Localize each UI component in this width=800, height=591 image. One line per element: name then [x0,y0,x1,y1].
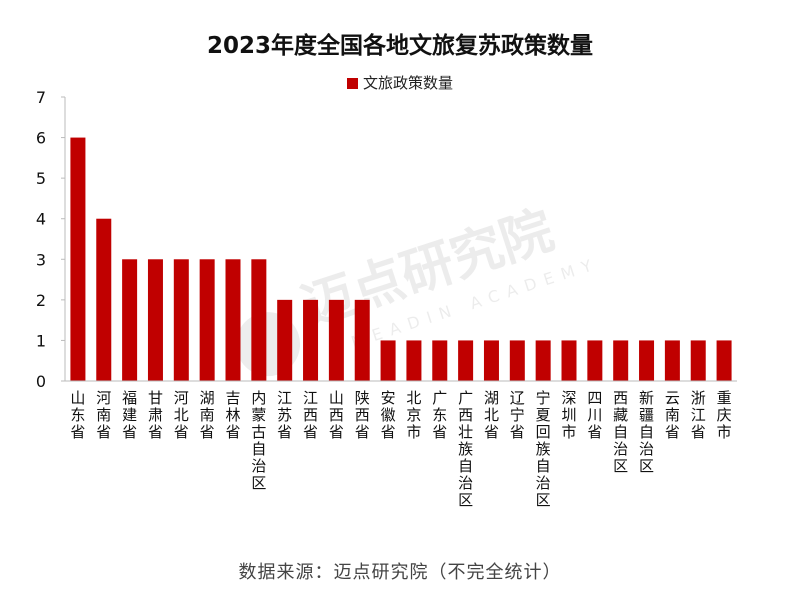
x-tick-label: 福建省 [122,389,137,441]
x-tick-label: 浙江省 [691,389,706,441]
legend-label: 文旅政策数量 [362,74,453,92]
y-tick-label: 3 [36,250,46,269]
bar [509,340,525,381]
bar [96,218,112,381]
y-tick-label: 2 [36,291,46,310]
x-tick-label: 重庆市 [717,389,732,441]
legend-swatch [346,78,358,89]
x-tick-label: 新疆自治区 [639,389,654,475]
bar [587,340,603,381]
bar [664,340,680,381]
bar [277,299,293,381]
source-note: 数据来源：迈点研究院（不完全统计） [238,562,562,583]
bar [639,340,655,381]
y-tick-label: 5 [36,169,46,188]
x-tick-label: 深圳市 [561,389,576,441]
bar [70,137,86,381]
bar [690,340,706,381]
x-tick-label: 广东省 [432,389,447,441]
bar [147,259,163,381]
bar [173,259,189,381]
bar [199,259,215,381]
x-tick-label: 四川省 [587,389,602,441]
x-tick-label: 西藏自治区 [613,389,628,475]
x-tick-label: 湖北省 [484,389,499,441]
bar [432,340,448,381]
x-tick-label: 陕西省 [355,389,370,441]
x-tick-label: 广西壮族自治区 [458,389,473,509]
x-tick-label: 北京市 [406,389,421,441]
bar [406,340,422,381]
bar [716,340,732,381]
x-tick-label: 河北省 [174,389,189,441]
bar [483,340,499,381]
x-tick-label: 湖南省 [200,389,215,441]
bar [225,259,241,381]
bar [354,299,370,381]
x-tick-label: 山西省 [329,389,344,441]
legend: 文旅政策数量 [0,72,800,93]
bar [535,340,551,381]
x-tick-label: 安徽省 [381,389,396,441]
x-tick-label: 山东省 [70,389,85,441]
bar [561,340,577,381]
x-tick-label: 云南省 [665,389,680,441]
bar [380,340,396,381]
bar [251,259,267,381]
y-tick-label: 1 [36,331,46,350]
bar [122,259,138,381]
bar [458,340,474,381]
x-tick-label: 江苏省 [277,389,292,441]
x-tick-label: 甘肃省 [148,389,163,441]
x-tick-label: 江西省 [303,389,318,441]
y-tick-label: 0 [36,372,46,391]
y-tick-label: 4 [36,210,46,229]
x-tick-label: 吉林省 [225,389,240,441]
bar [613,340,629,381]
chart-title: 2023年度全国各地文旅复苏政策数量 [206,33,593,59]
bar [303,299,319,381]
x-tick-label: 河南省 [96,389,111,441]
y-tick-label: 7 [36,88,46,107]
x-tick-label: 内蒙古自治区 [251,389,266,492]
x-tick-label: 辽宁省 [510,389,525,441]
y-tick-label: 6 [36,129,46,148]
x-tick-label: 宁夏回族自治区 [536,389,551,509]
bar [328,299,344,381]
